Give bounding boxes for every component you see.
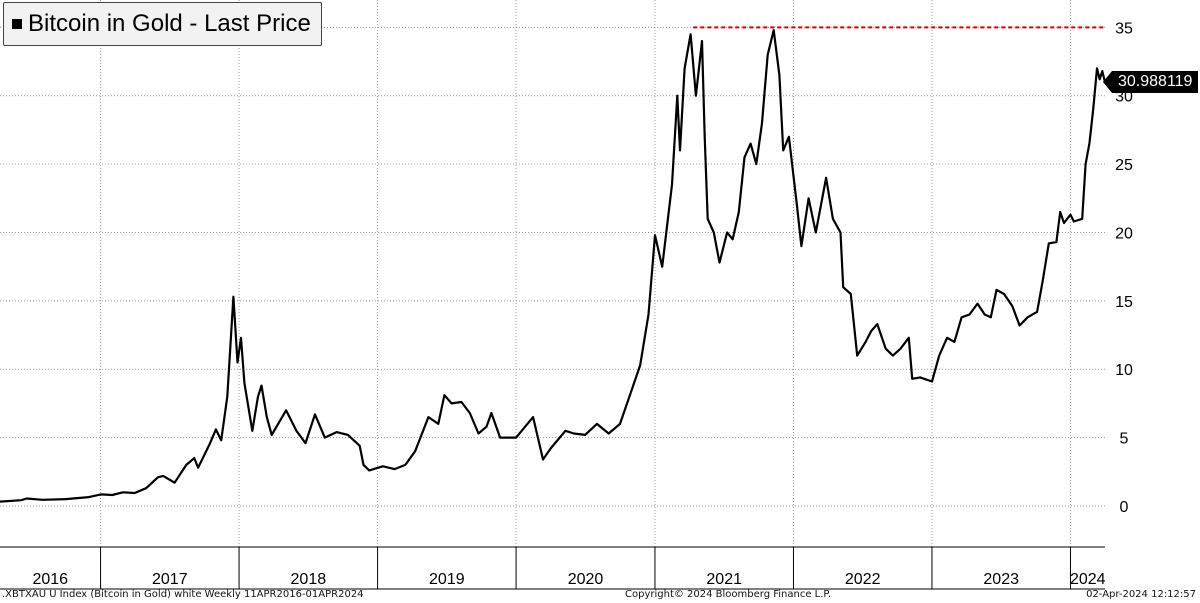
- legend: Bitcoin in Gold - Last Price: [3, 2, 322, 46]
- y-tick-label: 25: [1115, 157, 1133, 174]
- y-tick-label: 15: [1115, 294, 1133, 311]
- series-line: [0, 29, 1107, 503]
- x-tick-label: 2018: [291, 571, 327, 588]
- x-tick-label: 2020: [568, 571, 604, 588]
- x-tick-label: 2019: [429, 571, 465, 588]
- y-tick-label: 20: [1115, 225, 1133, 242]
- footer-series-info: .XBTXAU U Index (Bitcoin in Gold) white …: [2, 589, 364, 600]
- x-tick-label: 2021: [706, 571, 742, 588]
- legend-label: Bitcoin in Gold - Last Price: [28, 10, 311, 37]
- last-value-tag: 30.988119: [1102, 71, 1199, 94]
- x-tick-label: 2024: [1070, 571, 1106, 588]
- x-tick-label: 2023: [983, 571, 1019, 588]
- y-tick-label: 10: [1115, 362, 1133, 379]
- x-axis: 2016 2017 2018 2019 2020 2021 2022 2023 2024: [0, 546, 1106, 590]
- y-tick-label: 0: [1120, 499, 1129, 516]
- series-bitcoin-in-gold: [0, 29, 1107, 503]
- x-tick-label: 2016: [32, 571, 68, 588]
- footer-timestamp: 02-Apr-2024 12:12:57: [1086, 589, 1196, 600]
- legend-swatch: [12, 19, 22, 29]
- x-tick-label: 2017: [152, 571, 188, 588]
- y-tick-label: 35: [1115, 20, 1133, 37]
- y-tick-label: 5: [1120, 431, 1129, 448]
- x-tick-label: 2022: [845, 571, 881, 588]
- grid-lines: [0, 0, 1105, 547]
- footer-copyright: Copyright© 2024 Bloomberg Finance L.P.: [625, 589, 832, 600]
